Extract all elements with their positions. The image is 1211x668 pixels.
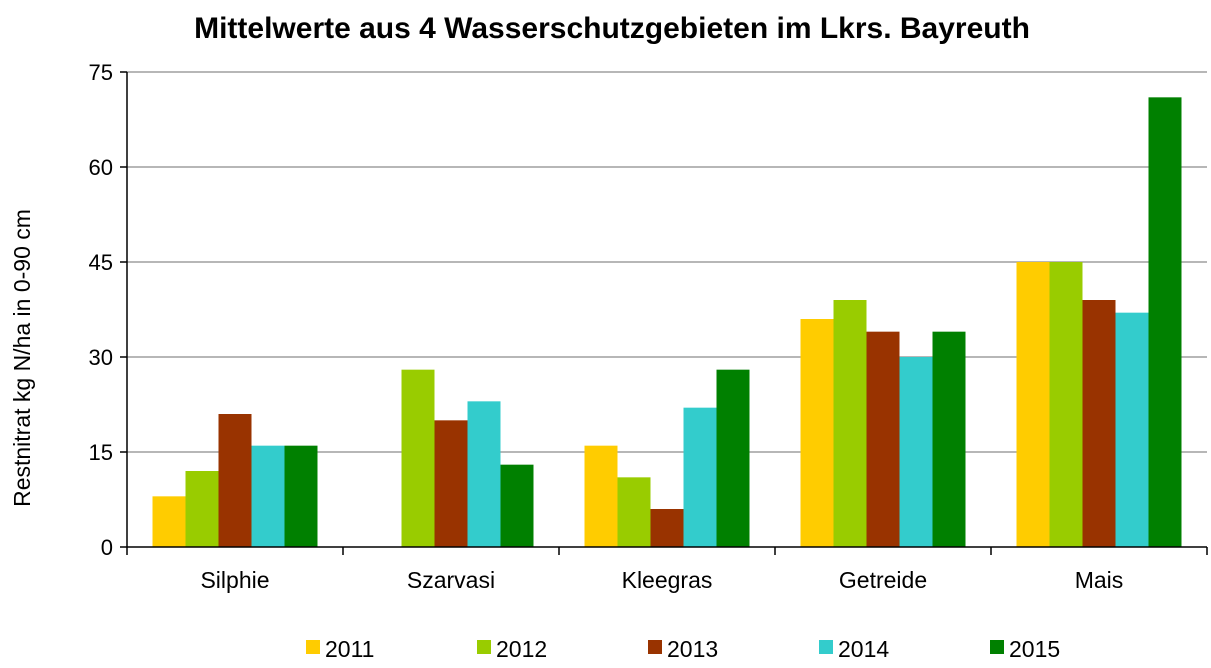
legend-label: 2011 <box>325 636 374 662</box>
bar-2013-szarvasi <box>434 420 468 547</box>
bar-2014-szarvasi <box>467 401 501 547</box>
legend-swatch-2015 <box>990 640 1004 654</box>
bar-2011-mais <box>1016 262 1050 547</box>
bar-2012-kleegras <box>617 477 651 547</box>
x-category-label: Kleegras <box>622 567 713 593</box>
bar-2013-getreide <box>866 331 900 547</box>
bar-2014-silphie <box>251 445 285 547</box>
y-tick-label: 0 <box>101 535 113 560</box>
legend-label: 2015 <box>1009 636 1060 662</box>
bar-2013-kleegras <box>650 509 684 547</box>
y-tick-label: 15 <box>89 440 113 465</box>
y-tick-label: 75 <box>89 60 113 85</box>
legend-swatch-2014 <box>819 640 833 654</box>
bar-2015-getreide <box>932 331 966 547</box>
bar-2012-getreide <box>833 300 867 547</box>
x-category-label: Szarvasi <box>407 567 495 593</box>
legend-label: 2014 <box>838 636 889 662</box>
bar-2013-silphie <box>218 414 252 547</box>
bar-2014-getreide <box>899 357 933 547</box>
bar-2014-kleegras <box>683 407 717 547</box>
bar-2011-silphie <box>152 496 186 547</box>
x-category-labels: Silphie Szarvasi Kleegras Getreide Mais <box>200 567 1123 593</box>
y-axis-title: Restnitrat kg N/ha in 0-90 cm <box>9 209 35 507</box>
legend-swatch-2012 <box>477 640 491 654</box>
bar-2012-mais <box>1049 262 1083 547</box>
legend-label: 2013 <box>667 636 718 662</box>
y-tick-label: 60 <box>89 155 113 180</box>
legend-label: 2012 <box>496 636 547 662</box>
x-category-label: Silphie <box>200 567 269 593</box>
legend-swatch-2011 <box>306 640 320 654</box>
bar-2011-kleegras <box>584 445 618 547</box>
y-tick-labels: 0 15 30 45 60 75 <box>89 60 113 560</box>
bar-2015-szarvasi <box>500 464 534 547</box>
bar-2013-mais <box>1082 300 1116 547</box>
bar-2014-mais <box>1115 312 1149 547</box>
bar-2011-getreide <box>800 319 834 547</box>
x-category-label: Getreide <box>839 567 927 593</box>
axes <box>120 71 1208 555</box>
chart-title: Mittelwerte aus 4 Wasserschutzgebieten i… <box>194 12 1030 45</box>
y-tick-label: 45 <box>89 250 113 275</box>
x-category-label: Mais <box>1075 567 1124 593</box>
bars <box>152 97 1182 547</box>
legend: 2011 2012 2013 2014 2015 <box>306 636 1060 662</box>
y-tick-label: 30 <box>89 345 113 370</box>
bar-2015-mais <box>1148 97 1182 547</box>
bar-2012-szarvasi <box>401 369 435 547</box>
legend-swatch-2013 <box>648 640 662 654</box>
bar-2012-silphie <box>185 471 219 547</box>
bar-2015-silphie <box>284 445 318 547</box>
bar-2015-kleegras <box>716 369 750 547</box>
